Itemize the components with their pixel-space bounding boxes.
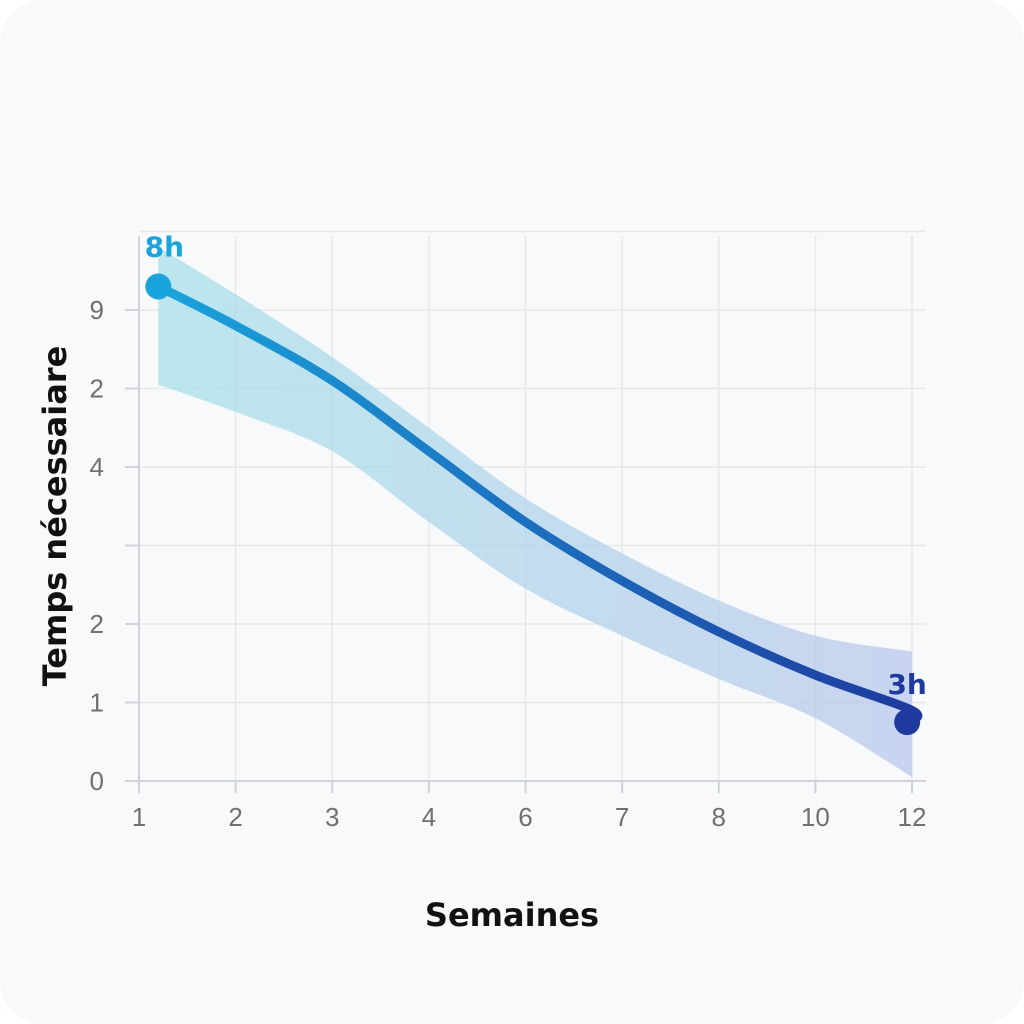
series-line bbox=[153, 281, 923, 727]
end-point bbox=[894, 709, 921, 736]
x-tick-label: 4 bbox=[422, 802, 436, 832]
x-tick-label: 8 bbox=[712, 802, 726, 832]
x-tick-label: 7 bbox=[615, 802, 629, 832]
start-point bbox=[145, 273, 172, 300]
x-tick-label: 12 bbox=[898, 802, 927, 832]
y-axis-title: Temps nécessaiare bbox=[36, 346, 74, 687]
y-tick-label: 1 bbox=[90, 688, 104, 718]
x-tick-label: 10 bbox=[801, 802, 830, 832]
y-tick-label: 9 bbox=[90, 295, 104, 325]
x-axis-title: Semaines bbox=[425, 896, 599, 934]
y-tick-label: 2 bbox=[90, 374, 104, 404]
axes bbox=[125, 236, 926, 793]
trend-line bbox=[153, 281, 923, 727]
start-point-label: 8h bbox=[145, 230, 184, 263]
end-point-label: 3h bbox=[887, 668, 926, 701]
grid-lines bbox=[139, 230, 926, 781]
y-tick-label: 2 bbox=[90, 609, 104, 639]
x-tick-label: 3 bbox=[325, 802, 339, 832]
confidence-band bbox=[158, 247, 912, 778]
x-tick-label: 6 bbox=[518, 802, 532, 832]
x-tick-label: 1 bbox=[132, 802, 146, 832]
x-tick-label: 2 bbox=[228, 802, 242, 832]
y-tick-label: 0 bbox=[90, 766, 104, 796]
confidence-band-area bbox=[158, 247, 912, 778]
end-points: 8h 3h bbox=[145, 230, 927, 736]
y-tick-label: 4 bbox=[90, 452, 104, 482]
